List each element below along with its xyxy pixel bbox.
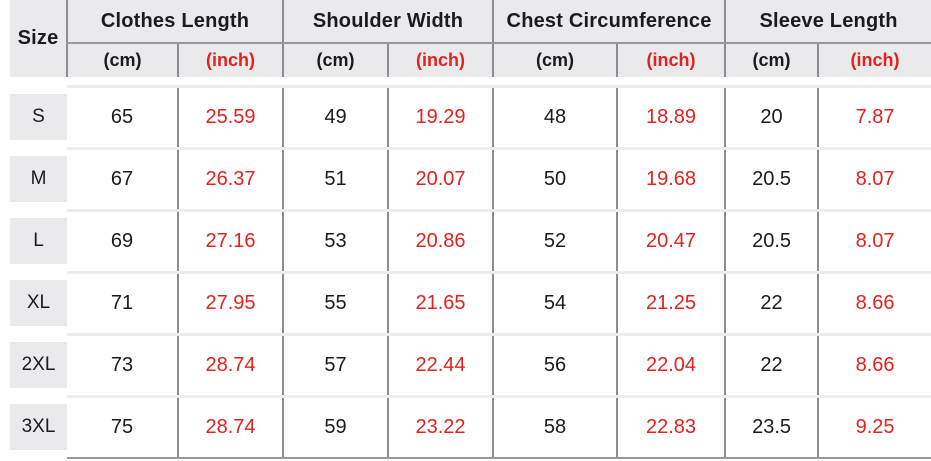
unit-cm-header: (cm) (66, 43, 178, 77)
value-cell: 8.66 (817, 332, 931, 396)
value-cell: 58 (492, 394, 618, 459)
value-cell: 26.37 (176, 146, 284, 210)
value-cell: 22 (724, 332, 819, 396)
size-chart-table: Size Clothes Length Shoulder Width Chest… (10, 0, 931, 459)
unit-cm-header: (cm) (492, 43, 618, 77)
value-cell: 27.95 (176, 270, 284, 334)
table-row: 3XL 75 28.74 59 23.22 58 22.83 23.5 9.25 (10, 394, 931, 459)
value-cell: 52 (492, 208, 618, 272)
table-row: XL 71 27.95 55 21.65 54 21.25 22 8.66 (10, 270, 931, 334)
value-cell: 53 (282, 208, 389, 272)
value-cell: 54 (492, 270, 618, 334)
size-label: L (10, 218, 67, 264)
value-cell: 49 (282, 84, 389, 148)
value-cell: 8.07 (817, 146, 931, 210)
unit-header-row: (cm) (inch) (cm) (inch) (cm) (inch) (cm)… (10, 43, 931, 77)
unit-cm-header: (cm) (724, 43, 819, 77)
size-label: M (10, 156, 67, 202)
value-cell: 21.25 (616, 270, 726, 334)
value-cell: 22.44 (387, 332, 494, 396)
group-header-sleeve-length: Sleeve Length (724, 0, 931, 44)
group-header-shoulder-width: Shoulder Width (282, 0, 494, 44)
unit-inch-header: (inch) (387, 43, 494, 77)
size-label: 2XL (10, 342, 67, 388)
value-cell: 20.86 (387, 208, 494, 272)
value-cell: 8.07 (817, 208, 931, 272)
value-cell: 27.16 (176, 208, 284, 272)
value-cell: 71 (67, 270, 178, 334)
table-row: S 65 25.59 49 19.29 48 18.89 20 7.87 (10, 84, 931, 148)
unit-inch-header: (inch) (176, 43, 284, 77)
size-label: S (10, 94, 67, 140)
value-cell: 22 (724, 270, 819, 334)
value-cell: 28.74 (176, 332, 284, 396)
value-cell: 75 (67, 394, 178, 459)
value-cell: 55 (282, 270, 389, 334)
value-cell: 65 (67, 84, 178, 148)
unit-inch-header: (inch) (817, 43, 931, 77)
value-cell: 25.59 (176, 84, 284, 148)
value-cell: 19.29 (387, 84, 494, 148)
value-cell: 19.68 (616, 146, 726, 210)
value-cell: 57 (282, 332, 389, 396)
size-cell: 2XL (10, 334, 67, 396)
value-cell: 48 (492, 84, 618, 148)
size-cell: L (10, 210, 67, 272)
value-cell: 20.5 (724, 208, 819, 272)
size-cell: 3XL (10, 396, 67, 458)
table-row: M 67 26.37 51 20.07 50 19.68 20.5 8.07 (10, 146, 931, 210)
size-cell: S (10, 86, 67, 148)
value-cell: 21.65 (387, 270, 494, 334)
value-cell: 8.66 (817, 270, 931, 334)
size-cell: M (10, 148, 67, 210)
value-cell: 69 (67, 208, 178, 272)
value-cell: 7.87 (817, 84, 931, 148)
value-cell: 67 (67, 146, 178, 210)
size-label: 3XL (10, 404, 67, 450)
value-cell: 73 (67, 332, 178, 396)
value-cell: 20.47 (616, 208, 726, 272)
size-column-header: Size (10, 0, 67, 77)
value-cell: 18.89 (616, 84, 726, 148)
value-cell: 20 (724, 84, 819, 148)
size-label: XL (10, 280, 67, 326)
value-cell: 20.07 (387, 146, 494, 210)
header-spacer (10, 77, 931, 86)
value-cell: 23.5 (724, 394, 819, 459)
value-cell: 9.25 (817, 394, 931, 459)
group-header-chest-circumference: Chest Circumference (492, 0, 726, 44)
value-cell: 28.74 (176, 394, 284, 459)
unit-cm-header: (cm) (282, 43, 389, 77)
table-row: L 69 27.16 53 20.86 52 20.47 20.5 8.07 (10, 208, 931, 272)
value-cell: 51 (282, 146, 389, 210)
group-header-row: Size Clothes Length Shoulder Width Chest… (10, 0, 931, 77)
group-header-clothes-length: Clothes Length (65, 0, 284, 44)
value-cell: 22.83 (616, 394, 726, 459)
value-cell: 20.5 (724, 146, 819, 210)
value-cell: 23.22 (387, 394, 494, 459)
value-cell: 59 (282, 394, 389, 459)
value-cell: 56 (492, 332, 618, 396)
value-cell: 22.04 (616, 332, 726, 396)
size-cell: XL (10, 272, 67, 334)
table-row: 2XL 73 28.74 57 22.44 56 22.04 22 8.66 (10, 332, 931, 396)
value-cell: 50 (492, 146, 618, 210)
unit-inch-header: (inch) (616, 43, 726, 77)
